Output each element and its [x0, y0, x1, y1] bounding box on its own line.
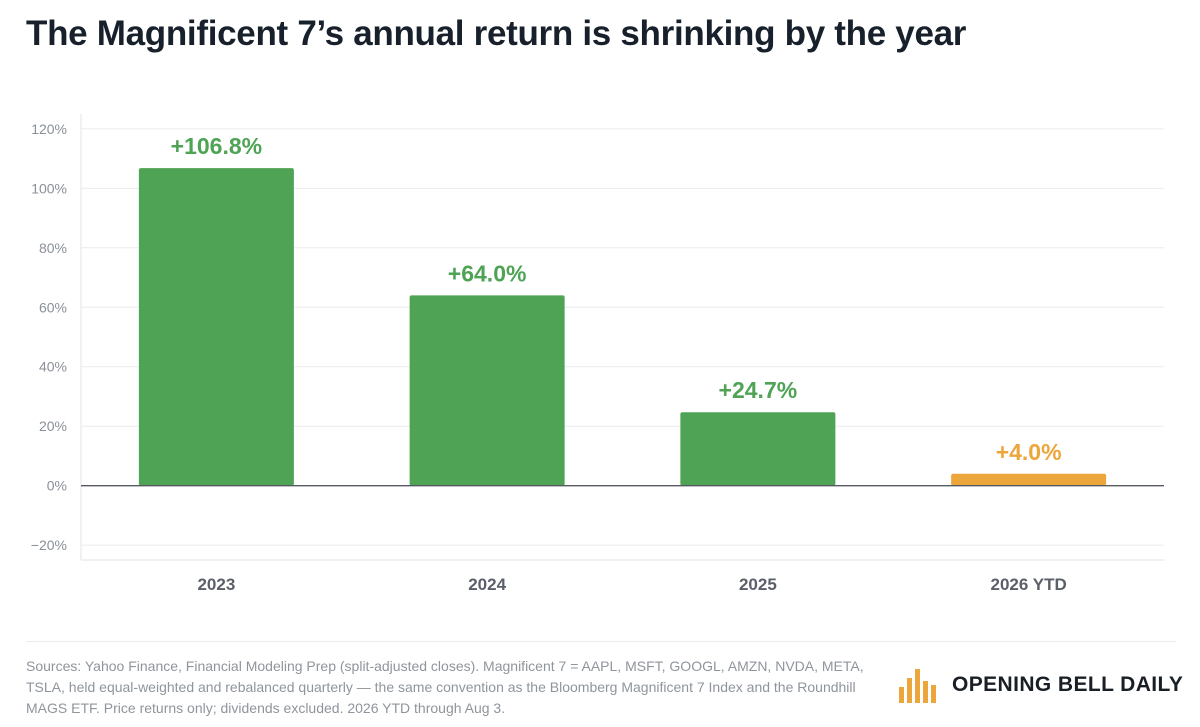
x-tick-label: 2024	[468, 575, 506, 594]
y-tick-label: 100%	[31, 180, 67, 196]
bar-value-label: +24.7%	[719, 377, 798, 403]
bar-chart: −20% 0% 20% 40% 60% 80% 100% 120% +106.8% 2023 +64…	[31, 114, 1164, 594]
brand-name: OPENING BELL DAILY	[952, 673, 1184, 696]
y-tick-label: 40%	[39, 359, 67, 375]
bar-chart-logo-icon	[899, 669, 936, 703]
y-tick-label: 60%	[39, 299, 67, 315]
y-tick-label: 20%	[39, 418, 67, 434]
brand: OPENING BELL DAILY	[898, 666, 1183, 704]
bar-value-label: +106.8%	[171, 133, 262, 159]
y-tick-label: 80%	[39, 240, 67, 256]
y-tick-label: −20%	[31, 537, 67, 553]
x-tick-label: 2025	[739, 575, 777, 594]
bar	[680, 412, 836, 486]
x-tick-label: 2026 YTD	[991, 575, 1067, 594]
footer-divider	[26, 641, 1176, 642]
y-tick-label: 0%	[47, 478, 67, 494]
x-tick-label: 2023	[197, 575, 235, 594]
y-tick-label: 120%	[31, 121, 67, 137]
bar	[138, 168, 294, 486]
bar-value-label: +64.0%	[448, 260, 527, 286]
bar-value-label: +4.0%	[996, 439, 1062, 465]
bar	[951, 473, 1107, 486]
source-note: Sources: Yahoo Finance, Financial Modeli…	[26, 658, 864, 716]
chart-title: The Magnificent 7’s annual return is shr…	[26, 14, 967, 53]
bar	[409, 295, 565, 486]
